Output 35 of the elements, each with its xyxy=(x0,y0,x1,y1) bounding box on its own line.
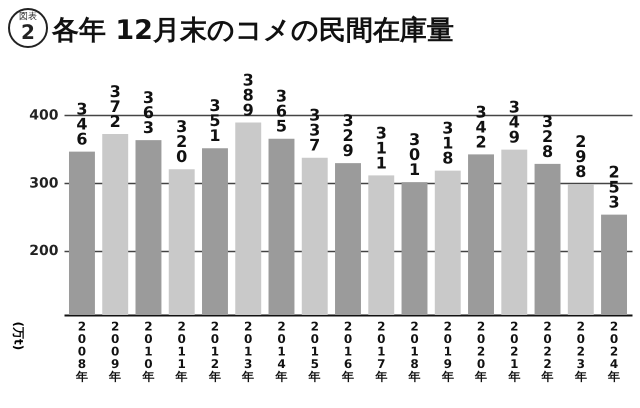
x-tick-label: 2009年 xyxy=(108,320,122,384)
y-tick-label: 200 xyxy=(29,243,59,260)
x-tick-label: 2012年 xyxy=(208,320,221,384)
badge-icon: 図表 2 xyxy=(8,8,48,48)
data-label: 3 2 8 xyxy=(542,112,554,161)
chart-title: 各年 12月末のコメの民間在庫量 xyxy=(52,14,454,48)
data-label: 3 0 1 xyxy=(408,130,420,180)
data-label: 3 2 9 xyxy=(342,111,354,160)
y-tick-label: 400 xyxy=(29,108,59,124)
x-tick-label: 2014年 xyxy=(274,320,288,384)
x-tick-label: 2017年 xyxy=(374,320,388,384)
x-tick-label: 2013年 xyxy=(241,320,254,384)
x-tick-label: 2019年 xyxy=(440,320,454,384)
x-tick-label: 2018年 xyxy=(408,320,421,384)
x-tick-label: 2022年 xyxy=(540,320,554,384)
data-label: 3 4 9 xyxy=(508,98,520,147)
x-tick-label: 2024年 xyxy=(607,320,620,384)
data-label: 3 2 0 xyxy=(176,117,188,166)
y-tick-label: 300 xyxy=(29,175,59,192)
x-tick-label: 2021年 xyxy=(507,320,520,384)
x-tick-label: 2011年 xyxy=(174,320,188,384)
x-tick-label: 2015年 xyxy=(308,320,321,384)
x-tick-label: 2020年 xyxy=(474,320,488,384)
x-tick-label: 2016年 xyxy=(341,320,354,384)
data-label: 3 7 2 xyxy=(110,82,121,131)
data-label: 3 1 8 xyxy=(442,118,454,168)
y-axis-title: (万t) xyxy=(12,322,26,350)
x-tick-label: 2010年 xyxy=(141,320,154,384)
data-label: 3 4 6 xyxy=(76,100,88,149)
x-tick-label: 2023年 xyxy=(574,320,587,384)
data-label: 3 1 1 xyxy=(376,123,387,172)
data-label: 2 9 8 xyxy=(575,132,586,182)
x-tick-label: 2008年 xyxy=(74,320,88,384)
data-label: 3 8 9 xyxy=(242,70,254,120)
data-label: 3 5 1 xyxy=(209,96,221,146)
